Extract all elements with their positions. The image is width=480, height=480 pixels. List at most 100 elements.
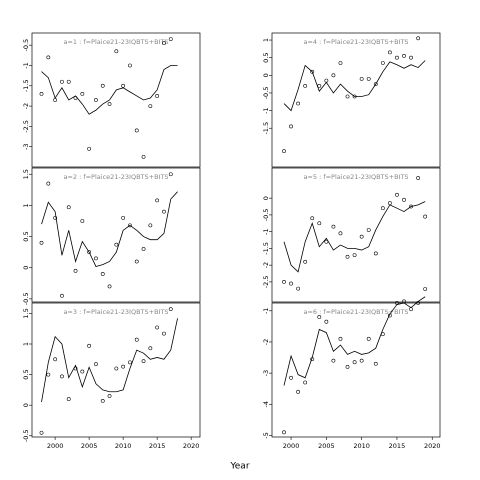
- y-tick-label: -0.5: [262, 87, 270, 100]
- data-point: [134, 128, 139, 133]
- data-point: [331, 358, 336, 363]
- panel-title: a=2 : f=Plaice21-23IQBTS+BITS: [63, 173, 168, 181]
- data-point: [114, 49, 119, 54]
- data-point: [359, 234, 364, 239]
- data-point: [168, 307, 173, 312]
- data-point: [162, 209, 166, 214]
- data-point: [80, 219, 85, 223]
- x-tick-label: 2010: [353, 442, 370, 450]
- data-point: [289, 124, 293, 129]
- data-point: [60, 293, 64, 298]
- y-tick-label: -0.5: [22, 429, 30, 442]
- x-tick-label: 2020: [424, 442, 441, 450]
- data-point: [73, 268, 78, 273]
- data-point: [366, 76, 371, 81]
- data-point: [380, 61, 385, 65]
- data-point: [345, 94, 350, 99]
- data-point: [282, 430, 286, 435]
- data-point: [134, 337, 139, 342]
- data-point: [416, 36, 421, 41]
- y-tick-label: 0: [262, 73, 270, 77]
- data-point: [296, 286, 301, 291]
- data-point: [121, 364, 126, 369]
- data-point: [107, 102, 112, 106]
- data-point: [338, 231, 343, 236]
- panel-title: a=6 : f=Plaice21-23IQBTS+BITS: [303, 308, 408, 316]
- panel-frame: [31, 32, 201, 168]
- data-point: [100, 272, 105, 276]
- data-point: [310, 216, 315, 221]
- data-point: [317, 221, 322, 226]
- x-tick-label: 2015: [149, 442, 166, 450]
- data-point: [100, 398, 105, 403]
- fit-line: [283, 201, 426, 273]
- y-tick-label: 1.5: [22, 308, 30, 318]
- data-point: [359, 358, 364, 363]
- data-point: [423, 214, 428, 219]
- y-tick-label: -0.5: [262, 209, 270, 222]
- data-point: [338, 61, 343, 65]
- data-point: [128, 223, 132, 228]
- data-point: [39, 92, 44, 96]
- data-point: [155, 325, 160, 330]
- x-tick-label: 2010: [115, 442, 132, 450]
- y-tick-label: -1: [262, 308, 270, 314]
- y-tick-label: -2.5: [22, 120, 30, 133]
- data-point: [141, 247, 146, 251]
- y-tick-label: -2: [22, 103, 30, 109]
- data-point: [402, 197, 406, 202]
- data-point: [303, 259, 308, 264]
- y-tick-label: 1: [22, 203, 30, 207]
- x-axis-label: Year: [229, 462, 249, 472]
- data-point: [289, 281, 293, 286]
- data-point: [423, 287, 428, 291]
- data-point: [289, 375, 293, 380]
- panel-title: a=5 : f=Plaice21-23IQBTS+BITS: [303, 173, 408, 181]
- data-point: [87, 343, 92, 348]
- data-point: [331, 73, 336, 78]
- data-point: [303, 83, 308, 88]
- data-point: [148, 346, 153, 351]
- data-point: [373, 251, 378, 256]
- panel-frame: [271, 167, 441, 303]
- data-point: [80, 92, 85, 96]
- y-tick-label: -0.5: [22, 293, 30, 306]
- data-point: [87, 146, 92, 151]
- data-point: [345, 254, 350, 259]
- y-tick-label: -0.5: [22, 39, 30, 52]
- y-tick-label: 1: [262, 38, 270, 42]
- y-tick-label: -1.5: [262, 242, 270, 255]
- y-tick-label: 0: [22, 266, 30, 270]
- data-point: [168, 37, 173, 41]
- data-point: [373, 82, 378, 87]
- x-tick-label: 2020: [183, 442, 200, 450]
- fit-line: [41, 318, 178, 403]
- panel-title: a=1 : f=Plaice21-23IQBTS+BITS: [63, 38, 168, 46]
- data-point: [128, 63, 132, 68]
- data-point: [121, 83, 126, 88]
- fit-line: [41, 65, 178, 115]
- y-tick-label: 0.5: [262, 53, 270, 63]
- data-point: [121, 215, 126, 220]
- y-tick-label: -3: [262, 370, 270, 376]
- data-point: [380, 206, 385, 211]
- data-point: [60, 79, 64, 84]
- data-point: [148, 223, 153, 228]
- y-tick-label: -5: [262, 432, 270, 438]
- data-point: [402, 299, 406, 304]
- data-point: [162, 331, 166, 336]
- y-tick-label: -1.5: [22, 79, 30, 92]
- data-point: [162, 41, 166, 46]
- y-tick-label: 0: [22, 403, 30, 407]
- x-tick-label: 2015: [389, 442, 406, 450]
- x-tick-label: 2005: [81, 442, 98, 450]
- data-point: [324, 78, 329, 83]
- data-point: [46, 181, 51, 186]
- data-point: [366, 228, 371, 232]
- y-tick-label: -1: [22, 62, 30, 68]
- data-point: [338, 336, 343, 341]
- data-point: [66, 79, 71, 84]
- data-point: [296, 101, 301, 106]
- data-point: [60, 374, 64, 379]
